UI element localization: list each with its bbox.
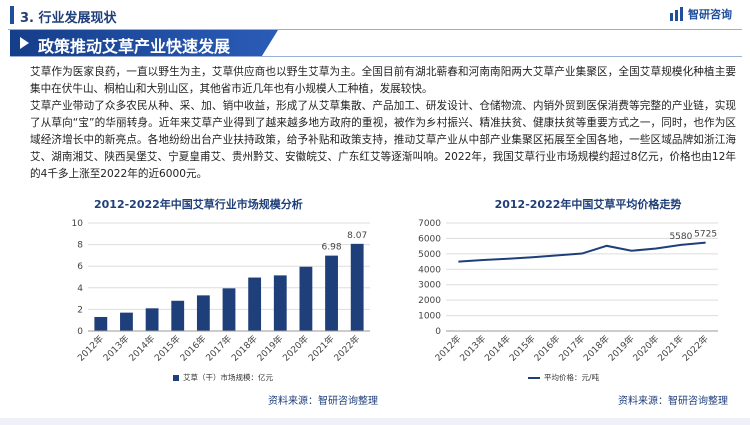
x-tick-label: 2015年 <box>507 333 538 364</box>
bar <box>325 255 338 331</box>
x-tick-label: 2021年 <box>306 333 337 364</box>
x-tick-label: 2013年 <box>101 333 132 364</box>
y-tick-label: 10 <box>72 219 84 229</box>
top-bar: 3. 行业发展现状 智研咨询 <box>8 0 742 30</box>
x-tick-label: 2015年 <box>152 333 183 364</box>
bar <box>120 312 133 331</box>
bar <box>94 316 108 331</box>
banner-rule <box>10 56 742 57</box>
source-note-right: 资料来源：智研咨询整理 <box>618 396 728 407</box>
line-chart-legend: 平均价格：元/吨 <box>528 372 599 383</box>
logo: 智研咨询 <box>670 6 732 22</box>
bar <box>248 277 262 331</box>
bar <box>299 266 313 331</box>
x-tick-label: 2020年 <box>280 333 311 364</box>
bar-chart-title: 2012-2022年中国艾草行业市场规模分析 <box>94 198 303 211</box>
line-chart-title: 2012-2022年中国艾草平均价格走势 <box>494 198 682 211</box>
x-tick-label: 2022年 <box>331 333 362 364</box>
x-tick-label: 2017年 <box>556 333 587 364</box>
x-tick-label: 2019年 <box>606 333 637 364</box>
bar <box>145 308 159 331</box>
section-accent <box>10 6 14 24</box>
x-tick-label: 2016年 <box>177 333 208 364</box>
bar <box>171 300 185 331</box>
x-tick-label: 2022年 <box>680 333 711 364</box>
y-tick-label: 0 <box>435 327 441 337</box>
x-tick-label: 2021年 <box>655 333 686 364</box>
page-title: 政策推动艾草产业快速发展 <box>38 37 231 56</box>
y-tick-label: 2000 <box>418 296 441 306</box>
x-tick-label: 2018年 <box>229 333 260 364</box>
y-tick-label: 4 <box>77 284 83 294</box>
title-banner: 政策推动艾草产业快速发展 <box>10 30 278 56</box>
bar <box>196 295 210 331</box>
y-tick-label: 8 <box>77 241 83 251</box>
x-tick-label: 2014年 <box>482 333 513 364</box>
line-chart: 010002000300040005000600070002012年2013年2… <box>418 219 718 364</box>
x-tick-label: 2014年 <box>126 333 157 364</box>
y-tick-label: 6000 <box>418 234 441 244</box>
y-tick-label: 4000 <box>418 265 441 275</box>
x-tick-label: 2013年 <box>457 333 488 364</box>
data-label: 6.98 <box>322 243 342 253</box>
y-tick-label: 2 <box>77 305 83 315</box>
bar <box>350 243 364 331</box>
y-tick-label: 7000 <box>418 219 441 229</box>
logo-mark-icon <box>670 7 684 21</box>
series-line <box>458 241 706 263</box>
y-tick-label: 6 <box>77 262 83 272</box>
legend-swatch <box>528 376 540 379</box>
y-tick-label: 0 <box>77 327 83 337</box>
legend-swatch <box>173 374 179 381</box>
logo-text: 智研咨询 <box>688 8 732 21</box>
paragraph-1: 艾草作为医家良药，一直以野生为主，艾草供应商也以野生艾草为主。全国目前有湖北蕲春… <box>30 66 736 95</box>
x-tick-label: 2018年 <box>581 333 612 364</box>
x-tick-label: 2012年 <box>432 333 463 364</box>
body-text: 艾草作为医家良药，一直以野生为主，艾草供应商也以野生艾草为主。全国目前有湖北蕲春… <box>30 64 736 183</box>
bar <box>273 275 287 331</box>
y-tick-label: 3000 <box>418 281 441 291</box>
section-heading: 3. 行业发展现状 <box>20 11 117 26</box>
x-tick-label: 2012年 <box>75 333 106 364</box>
legend-label: 平均价格：元/吨 <box>544 373 600 382</box>
top-rule <box>8 29 742 30</box>
legend-label: 艾草（干）市场规模：亿元 <box>183 373 273 382</box>
play-arrow-icon <box>20 37 29 49</box>
x-tick-label: 2017年 <box>203 333 234 364</box>
bar-chart: 02468102012年2013年2014年2015年2016年2017年201… <box>72 219 370 364</box>
y-tick-label: 1000 <box>418 312 441 322</box>
x-tick-label: 2016年 <box>531 333 562 364</box>
data-label: 5725 <box>694 230 717 240</box>
data-label: 8.07 <box>347 231 367 241</box>
bottom-strip <box>0 418 750 425</box>
source-note-left: 资料来源：智研咨询整理 <box>268 396 378 407</box>
slide: 3. 行业发展现状 智研咨询 政策推动艾草产业快速发展 艾草作为医家良药，一直以… <box>8 0 742 425</box>
bar <box>222 288 236 331</box>
bar-chart-legend: 艾草（干）市场规模：亿元 <box>173 372 273 383</box>
y-tick-label: 5000 <box>418 250 441 260</box>
paragraph-2: 艾草产业带动了众多农民从种、采、加、销中收益，形成了从艾草集散、产品加工、研发设… <box>30 100 736 180</box>
x-tick-label: 2019年 <box>254 333 285 364</box>
data-label: 5580 <box>669 232 692 242</box>
x-tick-label: 2020年 <box>630 333 661 364</box>
